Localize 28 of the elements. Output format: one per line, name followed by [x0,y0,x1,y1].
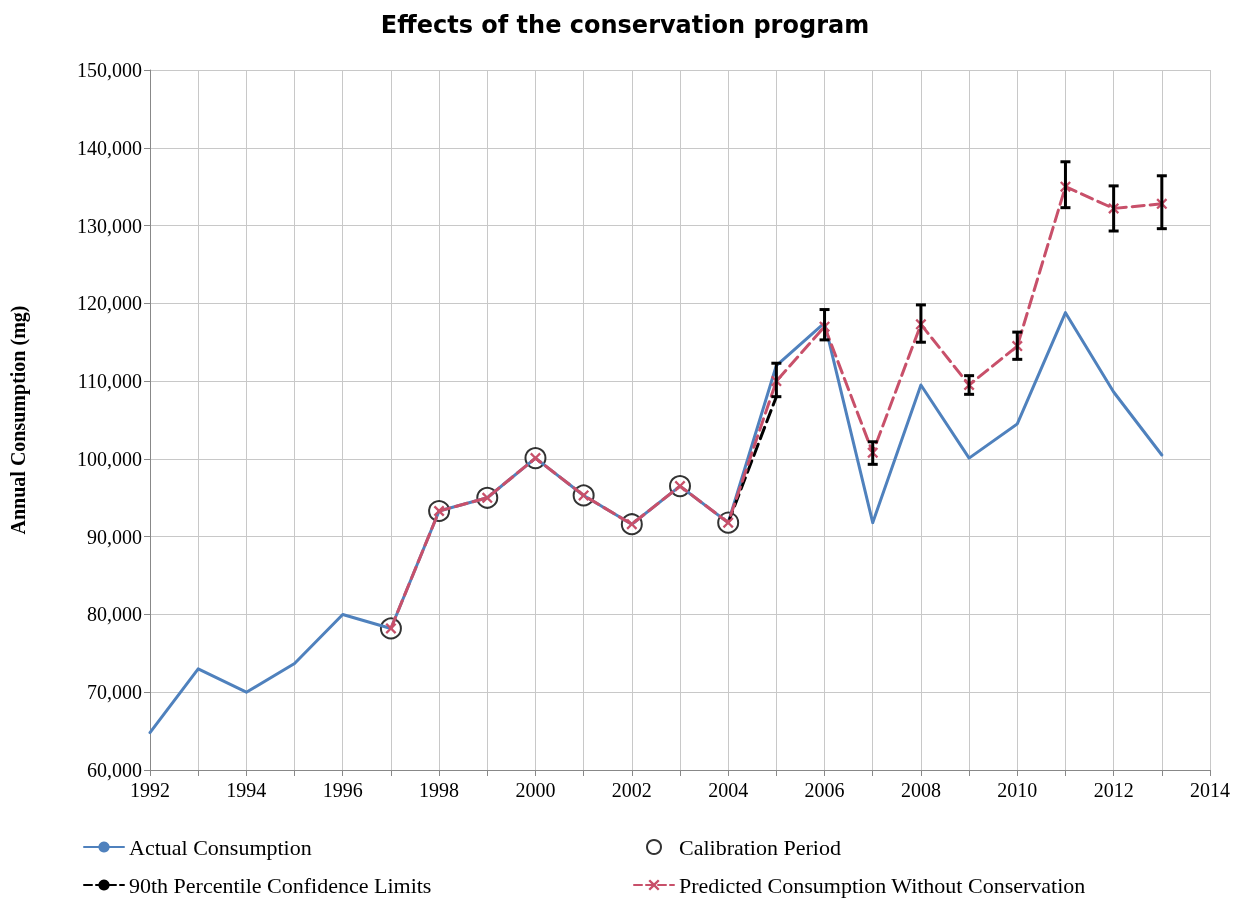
x-tick-label: 2002 [611,779,652,801]
y-tick-label: 80,000 [87,603,142,626]
legend-label: Predicted Consumption Without Conservation [679,872,1086,898]
legend-label: Actual Consumption [129,834,312,860]
y-tick-label: 130,000 [77,214,142,237]
x-tick-label: 2008 [900,779,941,801]
x-tick-label: 2006 [804,779,845,801]
y-tick-label: 60,000 [87,759,142,781]
y-tick-label: 100,000 [77,447,142,470]
y-tick-label: 120,000 [77,292,142,315]
x-tick-label: 1992 [130,779,170,801]
x-tick-label: 1998 [419,779,460,801]
x-tick-label: 2012 [1093,779,1134,801]
y-axis-title: Annual Consumption (mg) [7,305,30,535]
y-tick-label: 140,000 [77,136,142,159]
y-tick-label: 70,000 [87,681,142,704]
legend-label: 90th Percentile Confidence Limits [129,872,432,898]
x-tick-label: 1996 [322,779,363,801]
x-tick-label: 2014 [1190,779,1230,801]
x-tick-label: 2010 [997,779,1038,801]
x-tick-label: 2004 [708,779,749,801]
y-tick-label: 90,000 [87,525,142,548]
x-tick-label: 2000 [515,779,556,801]
x-tick-label: 1994 [226,779,267,801]
y-tick-label: 110,000 [77,370,142,393]
legend-label: Calibration Period [679,834,841,860]
y-tick-label: 150,000 [77,59,142,81]
chart-title: Effects of the conservation program [380,11,870,39]
